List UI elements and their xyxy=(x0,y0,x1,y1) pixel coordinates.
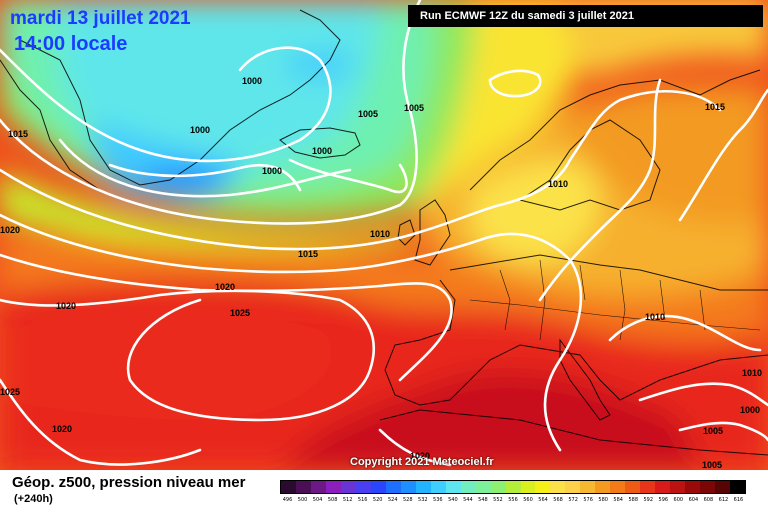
color-scale-swatch xyxy=(295,481,311,493)
color-scale-tick-label: 560 xyxy=(523,497,533,503)
isobar-labels: 1000 1000 1000 1000 1005 1005 1015 1015 … xyxy=(0,76,762,470)
isobar-label: 1005 xyxy=(358,109,378,119)
color-scale-swatch xyxy=(475,481,491,493)
color-scale-tick-label: 500 xyxy=(297,497,308,503)
color-scale-swatch xyxy=(730,481,746,493)
isobar-label: 1020 xyxy=(0,225,20,235)
color-scale-swatch xyxy=(610,481,626,493)
isobar-label: 1000 xyxy=(740,405,760,415)
color-scale-swatch xyxy=(340,481,356,493)
isobar-label: 1010 xyxy=(548,179,568,189)
weather-map: 1000 1000 1000 1000 1005 1005 1015 1015 … xyxy=(0,0,768,470)
color-scale-swatch xyxy=(490,481,506,493)
forecast-date: mardi 13 juillet 2021 xyxy=(10,8,191,29)
color-scale-tick-label: 600 xyxy=(673,497,684,503)
color-scale-swatch xyxy=(400,481,416,493)
legend-footer: Géop. z500, pression niveau mer (+240h) … xyxy=(0,470,768,512)
color-scale-swatch xyxy=(565,481,581,493)
isobar-label: 1020 xyxy=(410,451,430,461)
color-scale-swatch xyxy=(580,481,596,493)
isobar-label: 1005 xyxy=(702,460,722,470)
color-scale-swatch xyxy=(625,481,641,493)
color-scale-swatch xyxy=(700,481,716,493)
color-scale-swatch xyxy=(520,481,536,493)
isobar-lines xyxy=(0,0,768,467)
copyright-notice: Copyright 2021 Meteociel.fr xyxy=(350,456,494,468)
isobar-label: 1020 xyxy=(215,282,235,292)
isobar-label: 1020 xyxy=(56,301,76,311)
coastlines xyxy=(0,9,768,456)
color-scale-tick-label: 584 xyxy=(613,497,623,503)
color-scale-swatch xyxy=(310,481,326,493)
color-scale-swatch xyxy=(460,481,476,493)
color-scale-swatch xyxy=(550,481,566,493)
color-scale-tick-label: 612 xyxy=(718,497,729,503)
color-scale-tick-label: 536 xyxy=(433,497,443,503)
color-scale-swatch xyxy=(430,481,446,493)
isobar-label: 1000 xyxy=(242,76,262,86)
color-scale-swatch xyxy=(595,481,611,493)
color-scale-swatch xyxy=(445,481,461,493)
color-scale-swatch xyxy=(535,481,551,493)
isobar-label: 1010 xyxy=(742,368,762,378)
color-scale-swatch xyxy=(715,481,731,493)
isobar-label: 1005 xyxy=(703,426,723,436)
color-scale-tick-label: 604 xyxy=(688,497,699,503)
parameter-title: Géop. z500, pression niveau mer xyxy=(12,474,246,491)
color-scale-swatch xyxy=(685,481,701,493)
lead-time: (+240h) xyxy=(14,493,53,505)
isobar-label: 1015 xyxy=(705,102,725,112)
forecast-time: 14:00 locale xyxy=(14,33,128,55)
color-scale-tick-label: 552 xyxy=(493,497,503,503)
color-scale-tick-label: 540 xyxy=(448,497,458,503)
color-scale-tick-label: 564 xyxy=(538,497,548,503)
color-scale-tick-label: 616 xyxy=(733,497,744,503)
color-scale-swatch xyxy=(505,481,521,493)
color-scale-swatch xyxy=(355,481,371,493)
isobar-label: 1000 xyxy=(262,166,282,176)
color-scale-swatch xyxy=(640,481,656,493)
isobar-label: 1025 xyxy=(0,387,20,397)
color-scale-tick-label: 544 xyxy=(463,497,473,503)
isobar-label: 1000 xyxy=(312,146,332,156)
isobar-label: 1005 xyxy=(404,103,424,113)
color-scale-swatch xyxy=(325,481,341,493)
color-scale-swatch xyxy=(370,481,386,493)
color-scale-swatch xyxy=(415,481,431,493)
color-scale-swatch xyxy=(655,481,671,493)
color-scale-tick-label: 588 xyxy=(628,497,638,503)
color-scale-swatch xyxy=(281,481,296,493)
color-scale-tick-label: 576 xyxy=(583,497,593,503)
isobar-label: 1000 xyxy=(190,125,210,135)
color-scale-tick-label: 596 xyxy=(658,497,669,503)
model-run-label: Run ECMWF 12Z du samedi 3 juillet 2021 xyxy=(408,5,763,27)
color-scale-tick-label: 504 xyxy=(312,497,323,503)
color-scale-tick-label: 556 xyxy=(508,497,518,503)
color-scale-tick-label: 520 xyxy=(372,497,383,503)
color-scale-tick-label: 608 xyxy=(703,497,714,503)
isobar-label: 1010 xyxy=(370,229,390,239)
color-scale-tick-label: 572 xyxy=(568,497,578,503)
color-scale-tick-label: 548 xyxy=(478,497,488,503)
isobar-label: 1015 xyxy=(8,129,28,139)
color-scale-tick-label: 568 xyxy=(553,497,563,503)
isobar-label: 1010 xyxy=(645,312,665,322)
color-scale-tick-label: 512 xyxy=(342,497,353,503)
color-scale-swatch xyxy=(670,481,686,493)
color-scale-tick-label: 528 xyxy=(402,497,413,503)
color-scale-tick-label: 580 xyxy=(598,497,608,503)
color-scale-tick-label: 524 xyxy=(387,497,398,503)
isobar-label: 1025 xyxy=(230,308,250,318)
isobar-label: 1020 xyxy=(52,424,72,434)
isobar-label: 1015 xyxy=(298,249,318,259)
color-scale-tick-label: 508 xyxy=(327,497,338,503)
color-scale-tick-label: 496 xyxy=(282,497,293,503)
color-scale-labels: 496 500 504 508 512 516 520 524 528 532 536 540 544 5… xyxy=(280,497,746,507)
color-scale-tick-label: 532 xyxy=(418,497,428,503)
color-scale-swatch xyxy=(385,481,401,493)
color-scale-tick-label: 516 xyxy=(357,497,368,503)
color-scale xyxy=(280,480,746,494)
color-scale-tick-label: 592 xyxy=(643,497,654,503)
